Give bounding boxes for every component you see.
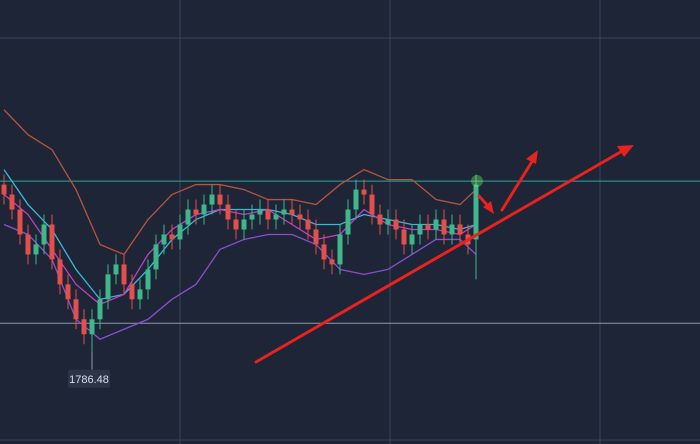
candle-body: [65, 284, 71, 300]
candle-body: [137, 289, 143, 300]
candle-body: [249, 214, 255, 220]
candle-body: [257, 209, 263, 215]
indicator-line: [3, 109, 477, 256]
candle-body: [225, 204, 231, 220]
candle-body: [361, 189, 367, 195]
candle-body: [169, 234, 175, 240]
arrow-head: [483, 201, 494, 214]
candle-body: [337, 234, 343, 265]
candle-body: [41, 224, 47, 245]
candle-body: [377, 214, 383, 225]
candle-body: [33, 244, 39, 255]
candle-body: [89, 319, 95, 335]
candle-body: [185, 209, 191, 225]
candle-body: [217, 194, 223, 205]
candle-body: [1, 184, 7, 195]
candle-body: [241, 219, 247, 230]
arrow-line: [477, 194, 490, 208]
candle-body: [73, 299, 79, 320]
candle-body: [17, 209, 23, 235]
candle-body: [57, 259, 63, 285]
arrow-head: [526, 150, 538, 164]
candle-body: [305, 219, 311, 230]
candle-body: [265, 209, 271, 220]
candle-body: [369, 194, 375, 215]
candle-body: [113, 264, 119, 275]
candle-body: [233, 219, 239, 230]
candle-body: [97, 299, 103, 320]
candle-body: [193, 209, 199, 215]
candle-body: [433, 219, 439, 230]
glow: [471, 175, 483, 187]
candle-body: [345, 209, 351, 235]
plot: 1786.48: [0, 109, 700, 388]
price-label-box: [68, 369, 110, 388]
candle-body: [105, 274, 111, 300]
candle-body: [121, 264, 127, 285]
candle-body: [177, 224, 183, 240]
price-label: 1786.48: [69, 374, 109, 386]
candle-body: [209, 194, 215, 205]
candle-body: [273, 214, 279, 220]
candle-body: [417, 224, 423, 235]
candle-body: [161, 234, 167, 245]
candle-body: [81, 319, 87, 335]
candle-body: [297, 214, 303, 220]
candle-body: [153, 244, 159, 270]
candle-body: [393, 219, 399, 230]
annotation-arrows: [254, 145, 634, 364]
candle-body: [329, 259, 335, 265]
candle-body: [145, 269, 151, 290]
candle-body: [281, 209, 287, 215]
candle-body: [353, 189, 359, 210]
candle-body: [201, 204, 207, 215]
candle-body: [321, 244, 327, 260]
candle-body: [441, 219, 447, 235]
candle-body: [385, 219, 391, 225]
candle-body: [457, 224, 463, 235]
candle-body: [401, 229, 407, 245]
candle-body: [425, 224, 431, 230]
candle-body: [313, 229, 319, 245]
candle-body: [129, 284, 135, 300]
arrow-line: [500, 158, 535, 212]
trend-line: [254, 148, 626, 364]
candle-body: [49, 224, 55, 260]
candle-body: [409, 234, 415, 245]
candle-body: [289, 209, 295, 215]
candle-body: [473, 184, 479, 240]
candle-body: [449, 224, 455, 235]
arrow-head: [617, 145, 634, 157]
candle-body: [9, 194, 15, 210]
candle-body: [25, 234, 31, 255]
